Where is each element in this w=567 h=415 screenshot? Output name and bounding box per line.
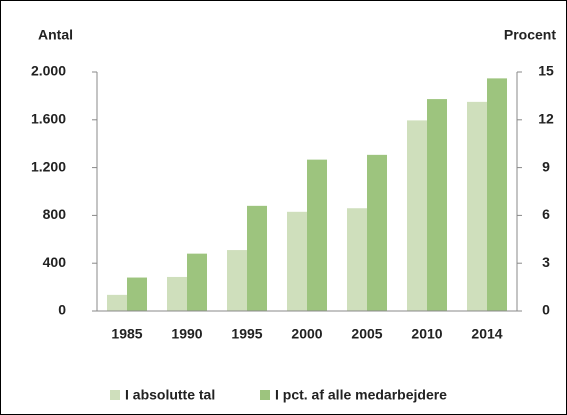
bar: [467, 101, 487, 311]
y-tick-label: 0: [58, 302, 66, 318]
y2-tick-label: 0: [542, 302, 550, 318]
y2-tick-label: 9: [542, 158, 550, 174]
bar: [407, 120, 427, 312]
bar: [127, 277, 147, 311]
x-tick-label: 1985: [111, 326, 142, 342]
y-tick-label: 400: [43, 254, 67, 270]
x-tick-label: 2000: [291, 326, 322, 342]
y-axis-label: Antal: [38, 27, 73, 43]
x-tick-label: 2010: [411, 326, 442, 342]
legend-swatch: [110, 390, 120, 400]
bar: [227, 250, 247, 311]
y2-tick-label: 15: [538, 63, 554, 79]
bar: [287, 211, 307, 311]
bar: [367, 154, 387, 311]
bar: [487, 78, 507, 311]
x-tick-label: 2014: [471, 326, 502, 342]
y2-tick-label: 3: [542, 254, 550, 270]
x-tick-label: 1995: [231, 326, 262, 342]
bar: [307, 159, 327, 311]
legend-label: I pct. af alle medarbejdere: [275, 387, 447, 403]
legend-label: I absolutte tal: [125, 387, 215, 403]
legend-swatch: [260, 390, 270, 400]
y2-tick-label: 12: [538, 111, 554, 127]
bar: [427, 99, 447, 311]
x-tick-label: 2005: [351, 326, 382, 342]
x-tick-label: 1990: [171, 326, 202, 342]
bar: [187, 253, 207, 311]
y-tick-label: 1.200: [31, 158, 66, 174]
bar: [107, 294, 127, 311]
bar: [347, 208, 367, 311]
y2-axis-label: Procent: [504, 27, 556, 43]
bar: [247, 205, 267, 311]
y-tick-label: 800: [43, 206, 67, 222]
bar: [167, 276, 187, 311]
y2-tick-label: 6: [542, 206, 550, 222]
y-tick-label: 2.000: [31, 63, 66, 79]
y-tick-label: 1.600: [31, 111, 66, 127]
